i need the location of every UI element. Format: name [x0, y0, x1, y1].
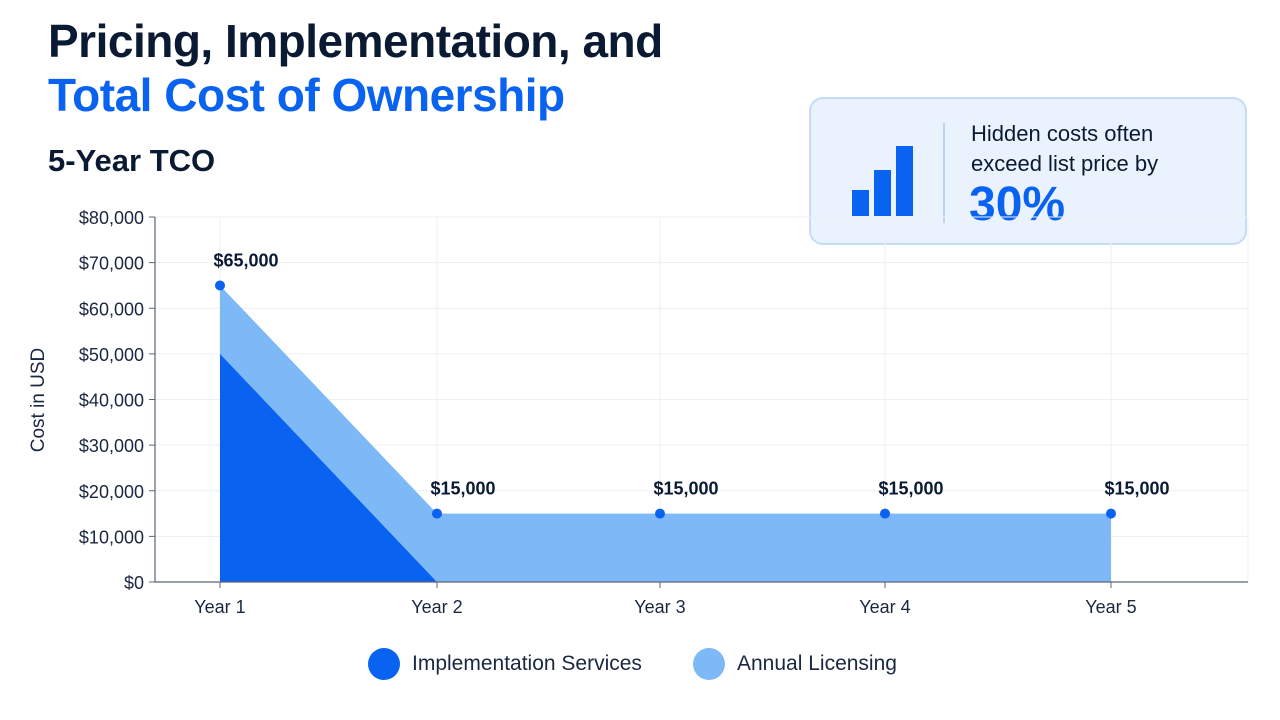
- data-label: $15,000: [878, 479, 943, 499]
- data-label: $15,000: [1104, 479, 1169, 499]
- data-point: [432, 508, 442, 519]
- data-point: [1106, 508, 1116, 519]
- tco-area-chart: $0 $10,000 $20,000 $30,000 $40,000 $50,000 $60…: [28, 208, 1249, 617]
- data-label: $15,000: [653, 479, 718, 499]
- x-tick-label: Year 3: [634, 597, 685, 617]
- data-label: $15,000: [430, 479, 495, 499]
- legend-label-licensing: Annual Licensing: [737, 652, 897, 675]
- y-tick-label: $60,000: [79, 299, 144, 319]
- legend-item-licensing: Annual Licensing: [693, 648, 897, 680]
- y-tick-label: $70,000: [79, 254, 144, 274]
- page-title: Pricing, Implementation, and Total Cost …: [48, 14, 663, 122]
- area-annual-licensing: [220, 285, 1111, 582]
- data-point: [880, 508, 890, 519]
- callout-text-line-2: exceed list price by: [971, 151, 1159, 176]
- callout-text: Hidden costs often exceed list price by: [971, 119, 1158, 179]
- data-label: $65,000: [213, 250, 278, 270]
- x-tick-label: Year 5: [1085, 597, 1136, 617]
- legend-swatch-licensing: [693, 648, 725, 680]
- x-tick-label: Year 1: [194, 597, 245, 617]
- title-line-2: Total Cost of Ownership: [48, 69, 565, 121]
- legend-swatch-implementation: [368, 648, 400, 680]
- chart-subtitle: 5-Year TCO: [48, 143, 216, 178]
- y-tick-label: $80,000: [79, 208, 144, 228]
- callout-divider: [943, 123, 945, 223]
- y-tick-label: $0: [124, 573, 144, 593]
- y-axis-title: Cost in USD: [28, 348, 49, 453]
- callout-text-line-1: Hidden costs often: [971, 121, 1154, 146]
- area-implementation-services: [220, 353, 1111, 582]
- bar-chart-icon: [852, 146, 913, 216]
- hidden-costs-callout: Hidden costs often exceed list price by …: [809, 97, 1247, 245]
- legend-item-implementation: Implementation Services: [368, 648, 642, 680]
- y-tick-label: $20,000: [79, 482, 144, 502]
- y-tick-label: $10,000: [79, 527, 144, 547]
- title-line-1: Pricing, Implementation, and: [48, 15, 663, 67]
- y-tick-label: $50,000: [79, 345, 144, 365]
- y-tick-label: $30,000: [79, 436, 144, 456]
- x-tick-label: Year 4: [859, 597, 910, 617]
- chart-legend: Implementation Services Annual Licensing: [0, 648, 1280, 688]
- x-tick-label: Year 2: [411, 597, 462, 617]
- data-point: [215, 280, 225, 291]
- y-tick-label: $40,000: [79, 391, 144, 411]
- callout-value: 30%: [969, 178, 1066, 231]
- legend-label-implementation: Implementation Services: [412, 652, 642, 675]
- data-point: [655, 508, 665, 519]
